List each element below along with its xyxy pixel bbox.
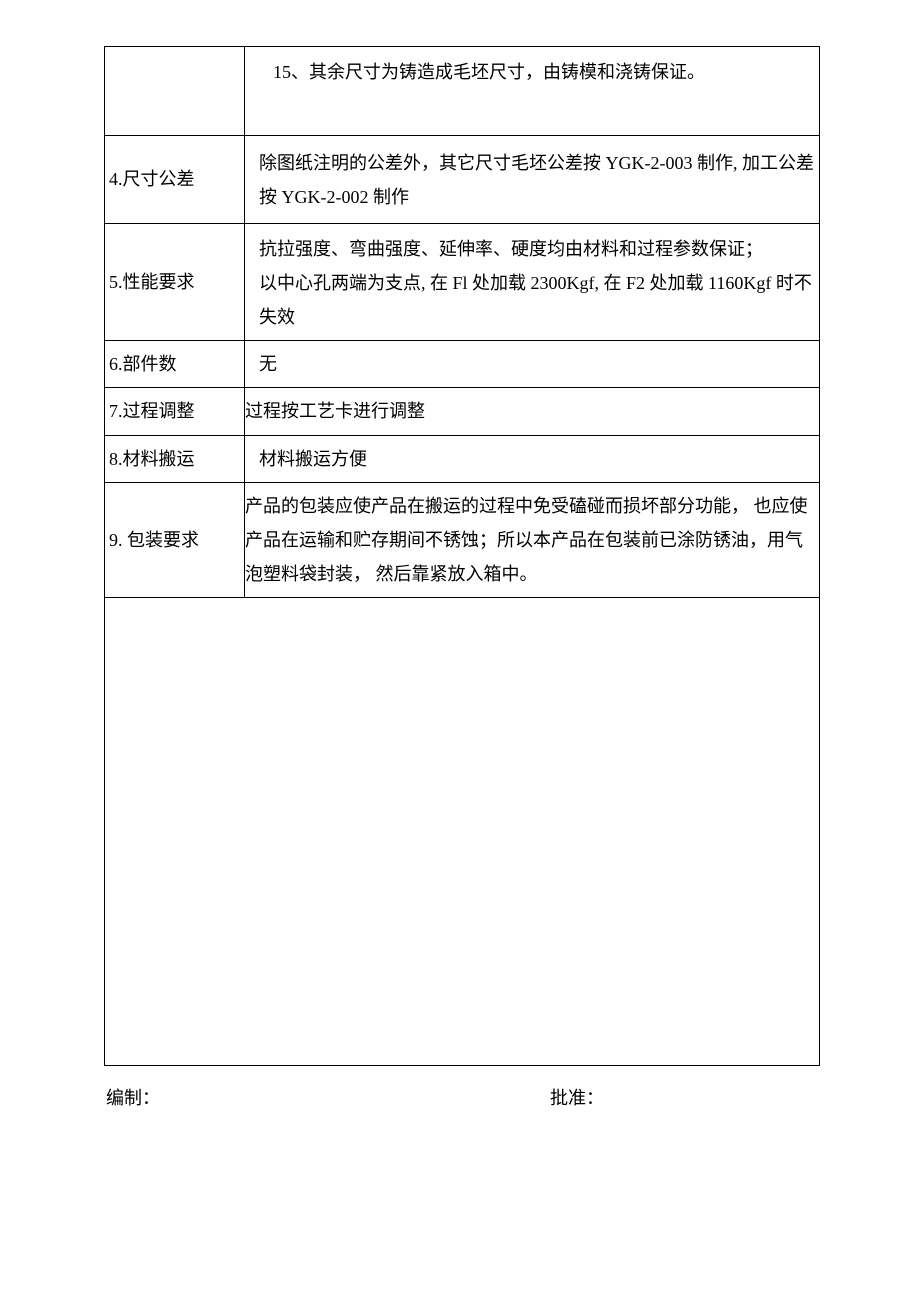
table-row: 5.性能要求 抗拉强度、弯曲强度、延伸率、硬度均由材料和过程参数保证；以中心孔两…	[105, 223, 820, 341]
row-content-4: 过程按工艺卡进行调整	[245, 388, 820, 435]
row-label-2: 5.性能要求	[105, 223, 245, 341]
row-content-5: 材料搬运方便	[245, 435, 820, 482]
row-label-5: 8.材料搬运	[105, 435, 245, 482]
empty-cell	[105, 598, 820, 1066]
table-row: 9. 包装要求 产品的包装应使产品在搬运的过程中免受磕碰而损坏部分功能， 也应使…	[105, 482, 820, 598]
row-label-3: 6.部件数	[105, 341, 245, 388]
table-empty-row	[105, 598, 820, 1066]
table-row: 4.尺寸公差 除图纸注明的公差外，其它尺寸毛坯公差按 YGK-2-003 制作,…	[105, 136, 820, 223]
footer-left-label: 编制：	[106, 1084, 160, 1110]
row-content-1: 除图纸注明的公差外，其它尺寸毛坯公差按 YGK-2-003 制作, 加工公差按 …	[245, 136, 820, 223]
table-row: 7.过程调整 过程按工艺卡进行调整	[105, 388, 820, 435]
row-label-4: 7.过程调整	[105, 388, 245, 435]
table-row: 8.材料搬运 材料搬运方便	[105, 435, 820, 482]
row-label-1: 4.尺寸公差	[105, 136, 245, 223]
footer: 编制： 批准：	[104, 1084, 820, 1110]
footer-right-label: 批准：	[550, 1084, 604, 1110]
table-row: 6.部件数 无	[105, 341, 820, 388]
row-content-0: 15、其余尺寸为铸造成毛坯尺寸，由铸模和浇铸保证。	[245, 47, 820, 136]
row-content-2: 抗拉强度、弯曲强度、延伸率、硬度均由材料和过程参数保证；以中心孔两端为支点, 在…	[245, 223, 820, 341]
row-label-6: 9. 包装要求	[105, 482, 245, 598]
spec-table: 15、其余尺寸为铸造成毛坯尺寸，由铸模和浇铸保证。 4.尺寸公差 除图纸注明的公…	[104, 46, 820, 1066]
table-row: 15、其余尺寸为铸造成毛坯尺寸，由铸模和浇铸保证。	[105, 47, 820, 136]
row-label-0	[105, 47, 245, 136]
row-content-3: 无	[245, 341, 820, 388]
row-content-6: 产品的包装应使产品在搬运的过程中免受磕碰而损坏部分功能， 也应使产品在运输和贮存…	[245, 482, 820, 598]
